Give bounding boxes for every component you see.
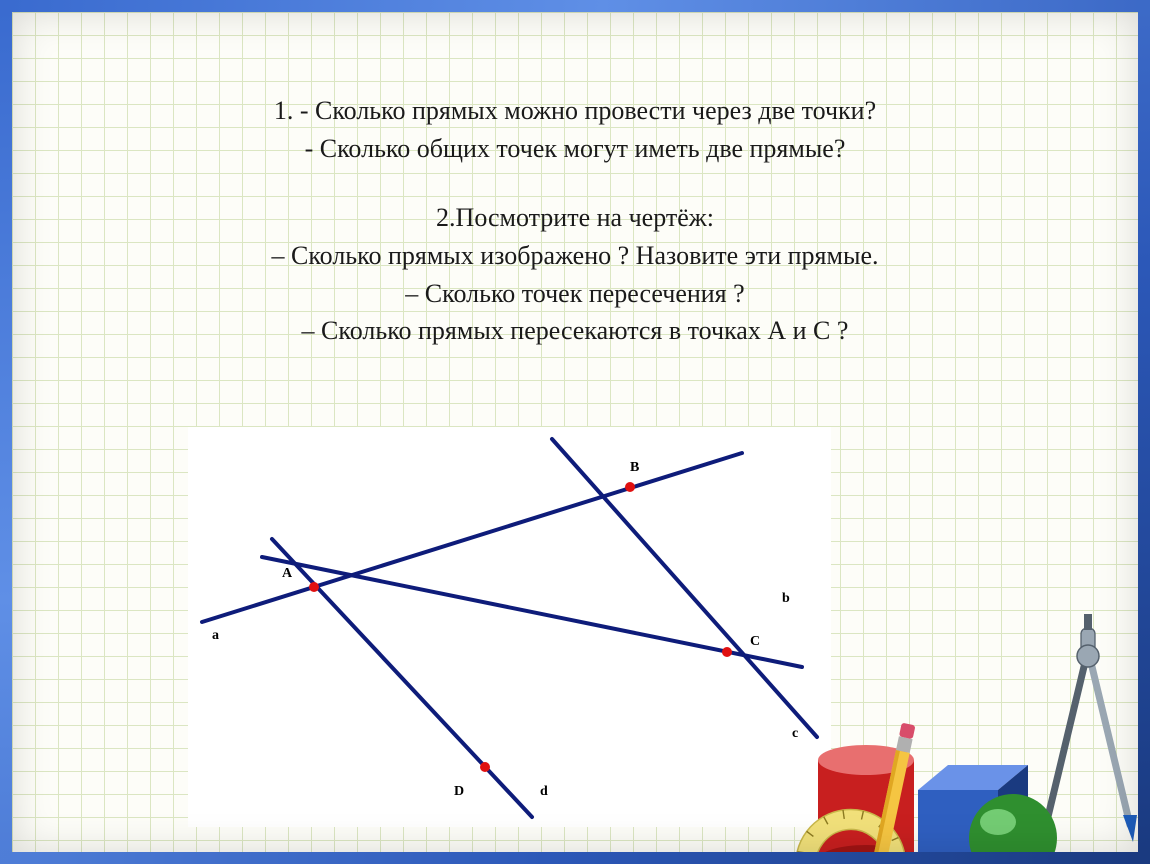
q2-line3: – Сколько точек пересечения ? [12, 275, 1138, 313]
point-A [309, 582, 319, 592]
point-label-C: C [750, 634, 760, 649]
point-label-A: A [282, 566, 293, 581]
q1-line2: - Сколько общих точек могут иметь две пр… [12, 130, 1138, 168]
point-B [625, 482, 635, 492]
diagram-svg: A B C Da b c d [182, 427, 882, 827]
diagram-background-rect [188, 427, 831, 827]
question-text-block: 1. - Сколько прямых можно провести через… [12, 92, 1138, 350]
line-label-d: d [540, 784, 548, 799]
q2-line1: 2.Посмотрите на чертёж: [12, 199, 1138, 237]
line-label-a: a [212, 628, 219, 643]
q2-line2: – Сколько прямых изображено ? Назовите э… [12, 237, 1138, 275]
q2-line4: – Сколько прямых пересекаются в точках А… [12, 312, 1138, 350]
line-label-b: b [782, 591, 790, 606]
q1-line1: 1. - Сколько прямых можно провести через… [12, 92, 1138, 130]
geometry-diagram: A B C Da b c d [182, 427, 882, 827]
point-C [722, 647, 732, 657]
question-1: 1. - Сколько прямых можно провести через… [12, 92, 1138, 167]
line-label-c: c [792, 726, 798, 741]
point-label-B: B [630, 460, 639, 475]
point-label-D: D [454, 784, 464, 799]
slide-frame: 1. - Сколько прямых можно провести через… [0, 0, 1150, 864]
point-D [480, 762, 490, 772]
question-2: 2.Посмотрите на чертёж: – Сколько прямых… [12, 199, 1138, 350]
